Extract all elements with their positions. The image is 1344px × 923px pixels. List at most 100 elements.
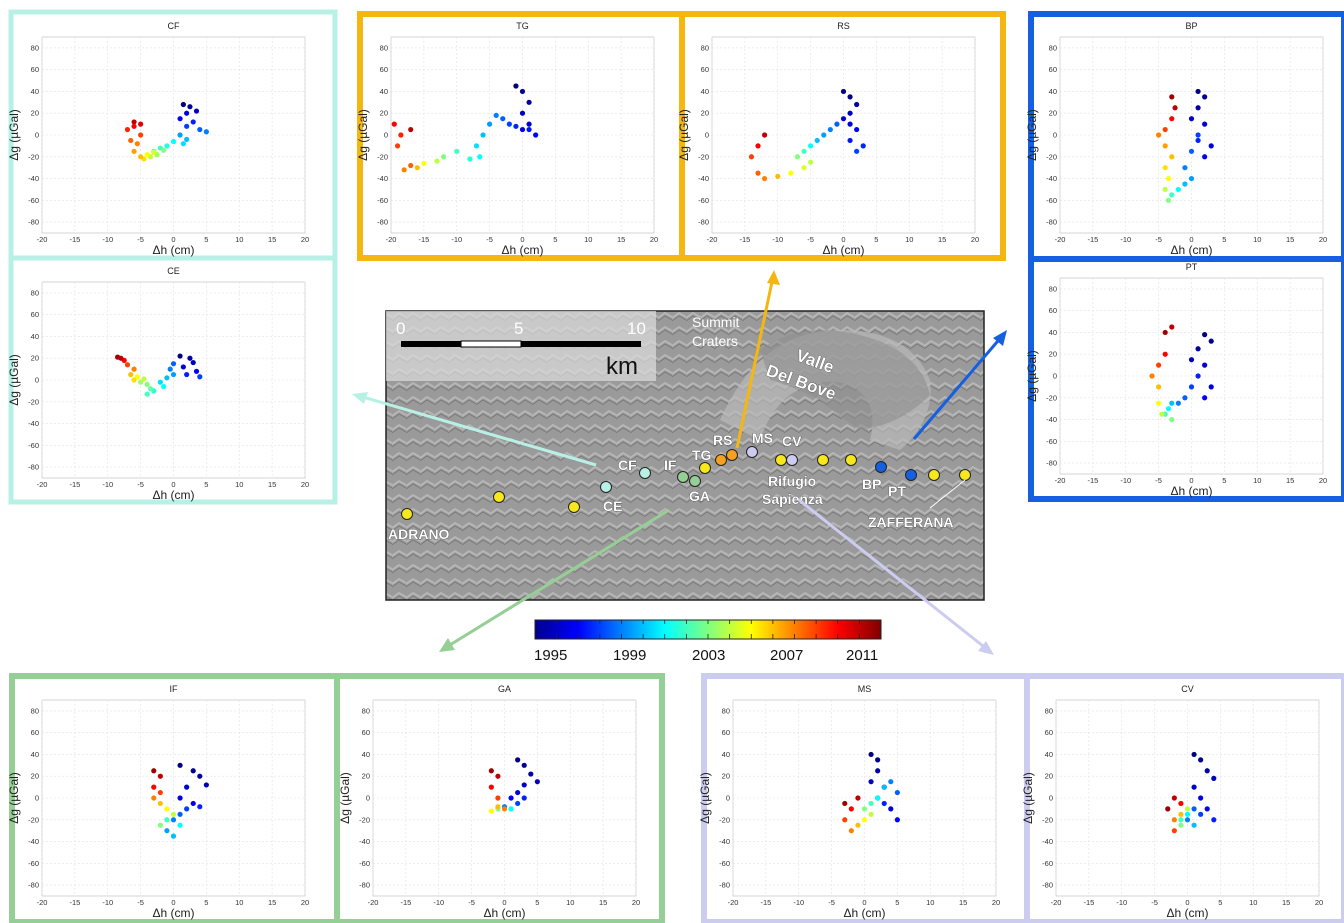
y-tick-label: 80 [31,43,39,52]
data-point [1162,126,1168,133]
y-axis-label: Δg (µGal) [356,109,370,161]
y-tick-label: 0 [366,794,370,803]
x-tick-label: 10 [235,480,243,489]
station-marker [568,501,580,513]
y-tick-label: 20 [1045,772,1053,781]
data-point [1165,175,1172,182]
x-tick-label: -20 [37,898,48,907]
y-tick-label: 40 [31,750,39,759]
arrow-to-bp-pt [912,334,1005,440]
data-point [434,158,440,164]
y-axis-label: Δg (µGal) [7,109,21,161]
x-tick-label: -5 [137,898,144,907]
data-point [141,376,147,382]
x-tick-label: -20 [386,235,397,244]
data-point [197,804,203,810]
data-point [1169,154,1175,160]
y-tick-label: -60 [359,859,370,868]
data-point [1171,795,1177,801]
x-tick-label: -20 [368,898,379,907]
x-tick-label: -15 [1087,476,1098,485]
data-point [506,121,512,127]
scatter-plot-cf: -20 -15 -10 -5 0 5 10 15 20 -80 -60 -40 -20 0 20 40 60 80… [7,21,309,257]
data-point [203,129,209,135]
data-point [187,355,193,361]
x-axis-label: Δh (cm) [1170,243,1212,257]
scale-bar-seg-1 [401,341,461,347]
colorbar-label-2007: 2007 [770,647,803,664]
data-point [755,143,761,149]
y-tick-label: 80 [31,706,39,715]
data-point [408,162,414,169]
y-tick-label: 40 [722,750,730,759]
y-tick-label: -40 [359,837,370,846]
station-bp [875,461,887,473]
data-point [184,806,190,812]
x-tick-label: -5 [828,898,835,907]
scatter-plot-pt: -20 -15 -10 -5 0 5 10 15 20 -80 -60 -40 -20 0 20 40 60 80… [1025,262,1327,498]
data-point [848,828,854,834]
x-tick-label: 5 [535,898,539,907]
data-point [848,806,854,812]
y-tick-label: 60 [722,728,730,737]
x-tick-label: 15 [599,898,607,907]
station-ms [746,446,758,458]
y-tick-label: -60 [698,196,709,205]
x-tick-label: 0 [171,480,175,489]
y-axis-label: Δg (µGal) [7,772,21,824]
x-tick-label: 10 [584,235,592,244]
data-point [1195,132,1201,138]
data-point [1195,137,1201,144]
x-tick-label: 5 [874,235,878,244]
y-tick-label: -20 [28,152,39,161]
data-point [157,379,163,385]
x-axis-label: Δh (cm) [1170,484,1212,498]
x-tick-label: 20 [301,480,309,489]
x-tick-label: -5 [1151,898,1158,907]
data-point [164,817,170,823]
plot-title: IF [170,684,179,694]
data-point [1162,186,1168,193]
y-tick-label: -60 [377,196,388,205]
data-point [203,782,209,788]
data-point [533,132,539,138]
data-point [193,108,200,114]
data-point [1188,148,1195,154]
y-tick-label: 60 [31,65,39,74]
data-point [131,148,137,154]
data-point [840,88,847,95]
data-point [170,138,177,145]
data-point [894,817,900,823]
colorbar-label-1995: 1995 [534,647,567,664]
data-point [401,167,407,173]
y-tick-label: -40 [1042,837,1053,846]
station-adrano [401,508,413,520]
data-point [157,773,163,779]
data-point [180,101,186,108]
y-tick-label: -80 [28,463,39,472]
data-point [197,773,203,779]
x-tick-label: 5 [1222,476,1226,485]
y-tick-label: -20 [698,152,709,161]
y-tick-label: 20 [380,109,388,118]
data-point [164,143,170,149]
y-tick-label: -40 [28,837,39,846]
x-tick-label: 10 [235,235,243,244]
data-point [157,822,163,828]
data-point [495,773,501,779]
x-tick-label: -10 [451,235,462,244]
x-tick-label: -20 [1051,898,1062,907]
x-tick-label: -20 [37,480,48,489]
data-point [1204,768,1210,774]
data-point [138,154,144,160]
label-rs: RS [713,432,732,448]
y-axis-label: Δg (µGal) [1021,772,1035,824]
y-tick-label: -60 [1042,859,1053,868]
y-tick-label: -20 [719,815,730,824]
data-point [134,374,140,380]
x-tick-label: -15 [69,235,80,244]
data-point [528,771,534,777]
x-tick-label: -10 [102,898,113,907]
data-point [1175,186,1181,193]
data-point [1165,806,1171,812]
